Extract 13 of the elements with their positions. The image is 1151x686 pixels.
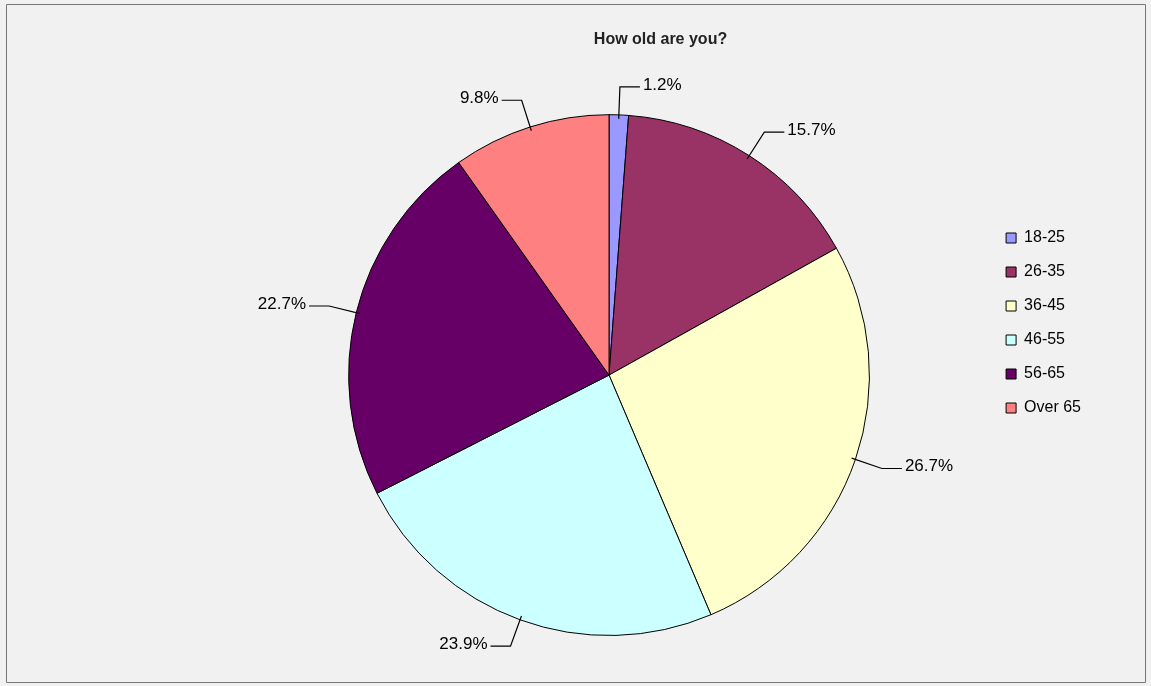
- legend-label: Over 65: [1024, 398, 1082, 416]
- legend-label: 56-65: [1024, 364, 1066, 382]
- legend-label: 36-45: [1024, 296, 1066, 314]
- legend-label: 46-55: [1024, 330, 1066, 348]
- data-label: 23.9%: [439, 633, 488, 653]
- data-label: 26.7%: [904, 456, 954, 476]
- data-label: 1.2%: [642, 74, 682, 94]
- legend-label: 26-35: [1024, 262, 1066, 280]
- data-label: 9.8%: [459, 87, 499, 107]
- data-label: 22.7%: [257, 293, 307, 313]
- chart-title: How old are you?: [593, 30, 728, 48]
- legend-label: 18-25: [1024, 228, 1066, 246]
- data-label: 15.7%: [787, 119, 836, 139]
